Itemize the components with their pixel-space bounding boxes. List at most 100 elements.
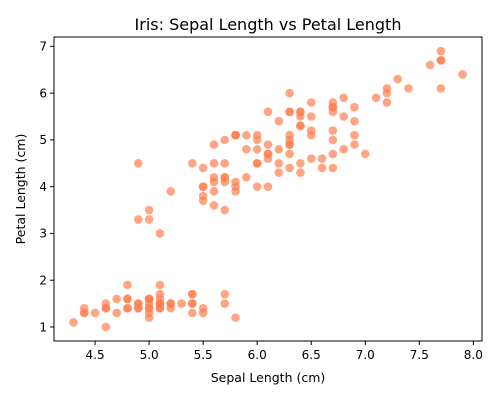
data-point bbox=[436, 46, 446, 56]
y-tick-label: 2 bbox=[39, 274, 47, 288]
data-point bbox=[328, 163, 338, 173]
data-point bbox=[198, 308, 208, 318]
data-point bbox=[231, 313, 240, 322]
data-point bbox=[263, 154, 273, 163]
data-point bbox=[296, 121, 305, 131]
data-point bbox=[296, 168, 305, 177]
data-point bbox=[285, 163, 294, 173]
data-point bbox=[306, 126, 316, 135]
data-point bbox=[79, 308, 89, 318]
y-tick-label: 6 bbox=[39, 86, 47, 100]
data-point bbox=[209, 140, 219, 149]
data-point bbox=[188, 308, 197, 318]
data-point bbox=[425, 60, 435, 70]
data-point bbox=[339, 144, 348, 154]
data-point bbox=[274, 116, 284, 126]
y-tick-label: 3 bbox=[39, 227, 47, 241]
data-point bbox=[188, 289, 197, 299]
data-point bbox=[263, 182, 273, 191]
x-axis: 4.5 5.0 5.5 6.0 6.5 7.0 7.5 8.0 bbox=[86, 341, 483, 362]
data-point bbox=[296, 112, 305, 121]
data-point bbox=[350, 130, 359, 140]
data-point bbox=[328, 135, 338, 145]
data-point bbox=[144, 215, 154, 224]
data-point bbox=[382, 88, 392, 98]
data-point bbox=[274, 168, 284, 177]
x-tick-label: 8.0 bbox=[464, 348, 483, 362]
data-point bbox=[252, 135, 262, 145]
data-point bbox=[371, 93, 381, 103]
data-point bbox=[263, 107, 273, 117]
x-tick-label: 4.5 bbox=[86, 348, 105, 362]
x-tick-label: 6.5 bbox=[302, 348, 321, 362]
data-point bbox=[317, 154, 327, 163]
data-point bbox=[306, 112, 316, 121]
data-point bbox=[350, 140, 359, 149]
data-point bbox=[134, 215, 143, 224]
data-point bbox=[177, 299, 186, 308]
data-point bbox=[436, 84, 446, 93]
data-point bbox=[155, 294, 165, 304]
data-point bbox=[123, 280, 132, 290]
data-point bbox=[134, 158, 143, 168]
y-axis: 1 2 3 4 5 6 7 bbox=[39, 40, 54, 334]
data-point bbox=[220, 135, 230, 145]
data-point bbox=[339, 93, 348, 103]
data-point bbox=[123, 294, 132, 304]
x-tick-label: 7.0 bbox=[356, 348, 375, 362]
data-point bbox=[144, 294, 154, 304]
data-point bbox=[198, 182, 208, 191]
points-layer bbox=[69, 46, 467, 332]
data-point bbox=[252, 158, 262, 168]
data-point bbox=[220, 289, 230, 299]
data-point bbox=[220, 205, 230, 215]
data-point bbox=[209, 173, 219, 182]
x-tick-label: 5.5 bbox=[194, 348, 213, 362]
data-point bbox=[404, 84, 413, 93]
data-point bbox=[306, 98, 316, 107]
data-point bbox=[134, 303, 143, 313]
data-point bbox=[209, 187, 219, 196]
data-point bbox=[285, 149, 294, 159]
data-point bbox=[328, 126, 338, 135]
y-tick-label: 1 bbox=[39, 320, 47, 334]
data-point bbox=[220, 177, 230, 187]
data-point bbox=[90, 308, 100, 318]
data-point bbox=[285, 135, 294, 145]
data-point bbox=[274, 144, 284, 154]
x-axis-label: Sepal Length (cm) bbox=[211, 370, 326, 385]
data-point bbox=[306, 154, 316, 163]
data-point bbox=[328, 102, 338, 112]
data-point bbox=[458, 70, 467, 79]
data-point bbox=[112, 294, 121, 304]
data-point bbox=[144, 205, 154, 215]
data-point bbox=[382, 98, 392, 107]
data-point bbox=[209, 158, 219, 168]
data-point bbox=[350, 116, 359, 126]
data-point bbox=[144, 303, 154, 313]
data-point bbox=[220, 299, 230, 308]
chart-title: Iris: Sepal Length vs Petal Length bbox=[135, 15, 402, 34]
data-point bbox=[69, 317, 78, 327]
x-tick-label: 5.0 bbox=[140, 348, 159, 362]
data-point bbox=[155, 280, 165, 290]
data-point bbox=[188, 299, 197, 308]
data-point bbox=[198, 163, 208, 173]
data-point bbox=[339, 112, 348, 121]
x-tick-label: 6.0 bbox=[248, 348, 267, 362]
data-point bbox=[285, 107, 294, 117]
data-point bbox=[166, 187, 176, 196]
data-point bbox=[317, 163, 327, 173]
data-point bbox=[155, 229, 165, 238]
data-point bbox=[242, 173, 251, 182]
data-point bbox=[252, 182, 262, 191]
data-point bbox=[242, 130, 251, 140]
data-point bbox=[436, 56, 446, 65]
plot-frame bbox=[53, 36, 483, 342]
x-tick-label: 7.5 bbox=[410, 348, 429, 362]
data-point bbox=[101, 322, 111, 332]
y-tick-label: 4 bbox=[39, 180, 47, 194]
data-point bbox=[285, 88, 294, 98]
data-point bbox=[112, 308, 121, 318]
